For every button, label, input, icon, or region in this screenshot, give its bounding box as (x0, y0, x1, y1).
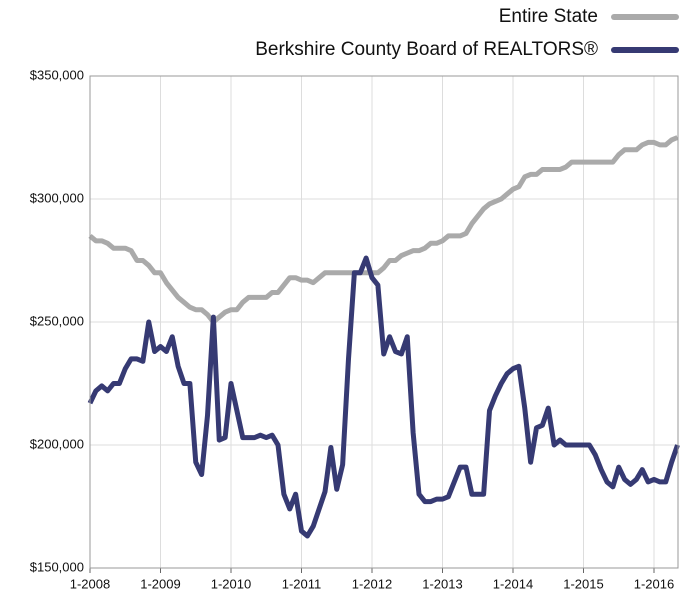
x-tick-label: 1-2009 (140, 576, 180, 591)
x-tick-label: 1-2016 (634, 576, 674, 591)
series-line (87, 255, 680, 539)
plot-border (89, 75, 679, 569)
x-tick-label: 1-2010 (211, 576, 251, 591)
y-tick-label: $200,000 (30, 436, 84, 451)
x-tick-label: 1-2012 (352, 576, 392, 591)
y-tick-label: $150,000 (30, 559, 84, 574)
y-tick-label: $300,000 (30, 190, 84, 205)
legend-label: Berkshire County Board of REALTORS® (255, 39, 598, 60)
x-tick-label: 1-2015 (563, 576, 603, 591)
y-tick-label: $250,000 (30, 313, 84, 328)
x-tick-label: 1-2013 (422, 576, 462, 591)
x-tick-label: 1-2011 (282, 576, 322, 591)
x-tick-label: 1-2014 (493, 576, 533, 591)
y-tick-label: $350,000 (30, 67, 84, 82)
series-line (88, 135, 679, 325)
legend-label: Entire State (499, 6, 598, 27)
x-tick-label: 1-2008 (70, 576, 110, 591)
